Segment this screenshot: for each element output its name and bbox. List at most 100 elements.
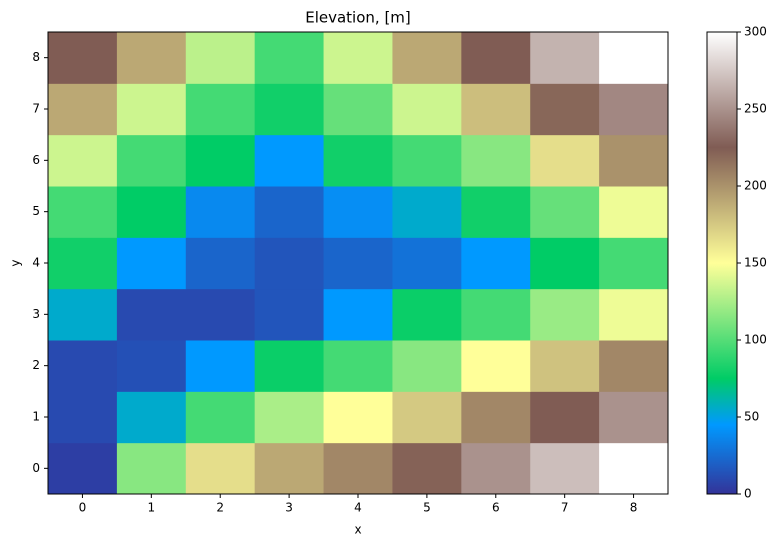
heatmap-cell bbox=[254, 237, 325, 290]
heatmap-cell bbox=[48, 340, 118, 392]
heatmap-cell bbox=[254, 83, 325, 136]
y-tick-label: 8 bbox=[32, 50, 40, 64]
colorbar-tick-label: 150 bbox=[744, 256, 767, 270]
colorbar-tick-label: 50 bbox=[744, 410, 759, 424]
colorbar-tick-label: 200 bbox=[744, 179, 767, 193]
y-tick-label: 7 bbox=[32, 102, 40, 116]
x-axis-label: x bbox=[354, 523, 361, 537]
heatmap-cell bbox=[530, 288, 600, 341]
y-tick-label: 1 bbox=[32, 410, 40, 424]
heatmap-cell bbox=[392, 134, 462, 187]
heatmap-cell bbox=[599, 340, 669, 392]
heatmap-cell bbox=[530, 32, 600, 84]
heatmap-cell bbox=[185, 288, 256, 341]
y-tick-label: 0 bbox=[32, 461, 40, 475]
y-tick-label: 5 bbox=[32, 204, 40, 218]
heatmap-cell bbox=[599, 134, 669, 187]
heatmap-cell bbox=[461, 288, 531, 341]
heatmap-cell bbox=[323, 442, 393, 495]
heatmap-cell bbox=[185, 186, 256, 238]
heatmap-cell bbox=[254, 288, 325, 341]
heatmap-cell bbox=[461, 237, 531, 290]
heatmap-cell bbox=[599, 237, 669, 290]
colorbar-tick-label: 0 bbox=[744, 487, 752, 501]
colorbar-tick-label: 250 bbox=[744, 102, 767, 116]
heatmap-cell bbox=[116, 391, 187, 444]
heatmap-cell bbox=[392, 237, 462, 290]
heatmap-cell bbox=[530, 83, 600, 136]
heatmap-cell bbox=[392, 442, 462, 495]
x-tick-label: 2 bbox=[216, 501, 224, 515]
heatmap-cell bbox=[392, 340, 462, 392]
heatmap-cell bbox=[116, 83, 187, 136]
heatmap-cell bbox=[254, 32, 325, 84]
heatmap-cell bbox=[185, 83, 256, 136]
x-tick-label: 0 bbox=[79, 501, 87, 515]
heatmap-cell bbox=[116, 237, 187, 290]
heatmap-cell bbox=[599, 442, 669, 495]
heatmap-cell bbox=[185, 32, 256, 84]
heatmap-cell bbox=[48, 186, 118, 238]
x-tick-label: 5 bbox=[423, 501, 431, 515]
heatmap-cell bbox=[323, 32, 393, 84]
heatmap-cell bbox=[599, 32, 669, 84]
heatmap-cell bbox=[116, 340, 187, 392]
heatmap-cell bbox=[185, 237, 256, 290]
heatmap-cell bbox=[185, 442, 256, 495]
heatmap-cell bbox=[116, 186, 187, 238]
heatmap-cell bbox=[461, 83, 531, 136]
y-tick-label: 6 bbox=[32, 153, 40, 167]
heatmap-cell bbox=[599, 186, 669, 238]
heatmap-cell bbox=[530, 340, 600, 392]
chart-title: Elevation, [m] bbox=[305, 9, 411, 27]
x-tick-label: 1 bbox=[148, 501, 156, 515]
heatmap-cell bbox=[48, 442, 118, 495]
colorbar-tick-label: 100 bbox=[744, 333, 767, 347]
x-tick-label: 4 bbox=[354, 501, 362, 515]
x-tick-label: 6 bbox=[492, 501, 500, 515]
heatmap-cell bbox=[530, 134, 600, 187]
colorbar bbox=[706, 31, 738, 495]
heatmap-cell bbox=[530, 186, 600, 238]
heatmap-cell bbox=[461, 340, 531, 392]
heatmap-cell bbox=[461, 391, 531, 444]
heatmap-cell bbox=[254, 391, 325, 444]
heatmap-cell bbox=[116, 288, 187, 341]
colorbar-tick-label: 300 bbox=[744, 25, 767, 39]
heatmap-cell bbox=[392, 32, 462, 84]
heatmap-cell bbox=[599, 391, 669, 444]
heatmap-cell bbox=[48, 237, 118, 290]
heatmap-cell bbox=[254, 442, 325, 495]
heatmap-cell bbox=[392, 391, 462, 444]
y-axis-label: y bbox=[9, 259, 23, 266]
heatmap-cell bbox=[323, 237, 393, 290]
heatmap-cell bbox=[323, 340, 393, 392]
y-tick-label: 4 bbox=[32, 256, 40, 270]
heatmap-cell bbox=[48, 391, 118, 444]
heatmap-cell bbox=[599, 288, 669, 341]
x-tick-label: 7 bbox=[561, 501, 569, 515]
heatmap-cell bbox=[185, 134, 256, 187]
heatmap-cell bbox=[323, 391, 393, 444]
heatmap-cell bbox=[185, 391, 256, 444]
heatmap-cell bbox=[254, 186, 325, 238]
y-tick-label: 3 bbox=[32, 307, 40, 321]
heatmap-cell bbox=[48, 83, 118, 136]
heatmap-cell bbox=[323, 134, 393, 187]
heatmap-cell bbox=[392, 83, 462, 136]
heatmap-cell bbox=[185, 340, 256, 392]
heatmap-cell bbox=[254, 340, 325, 392]
heatmap-cell bbox=[530, 442, 600, 495]
heatmap-cell bbox=[254, 134, 325, 187]
heatmap-cell bbox=[461, 32, 531, 84]
heatmap-cell bbox=[116, 134, 187, 187]
heatmap-cell bbox=[530, 237, 600, 290]
heatmap-cell bbox=[323, 83, 393, 136]
x-tick-label: 3 bbox=[285, 501, 293, 515]
heatmap-cell bbox=[461, 134, 531, 187]
heatmap-cell bbox=[116, 32, 187, 84]
heatmap-cell bbox=[48, 32, 118, 84]
heatmap-cell bbox=[599, 83, 669, 136]
heatmap-cell bbox=[323, 288, 393, 341]
